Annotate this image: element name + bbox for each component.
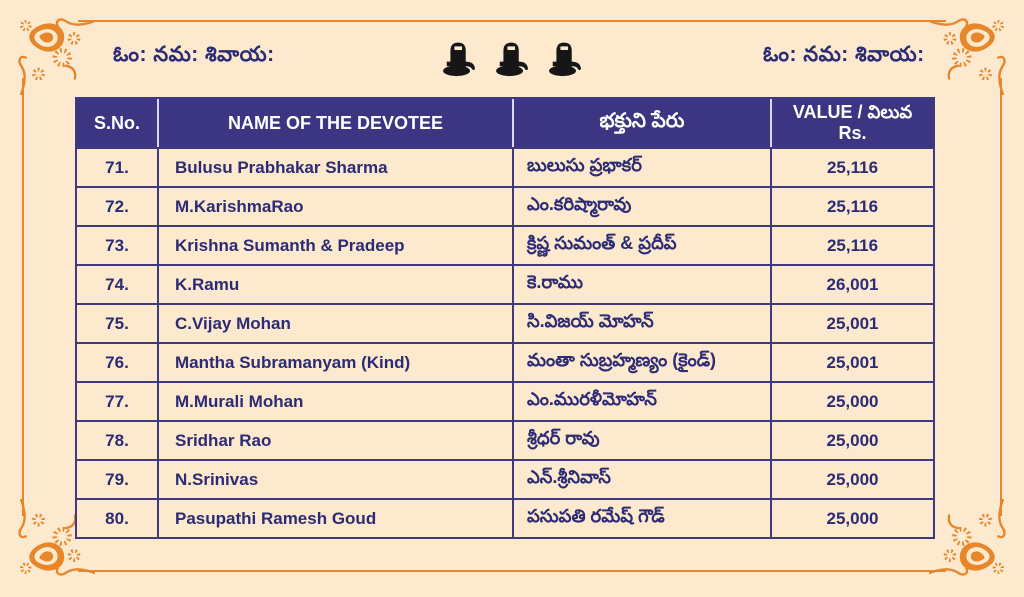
value-cell: 25,000 xyxy=(770,498,933,537)
devotee-name-cell: Pasupathi Ramesh Goud xyxy=(157,498,512,537)
value-cell: 26,001 xyxy=(770,264,933,303)
sno-cell: 74. xyxy=(77,264,157,303)
devotee-name-cell: Bulusu Prabhakar Sharma xyxy=(157,147,512,186)
devotee-name-cell: Sridhar Rao xyxy=(157,420,512,459)
corner-flourish-icon xyxy=(18,499,95,576)
devotee-name-telugu-cell: ఎం.కరిష్మారావు xyxy=(512,186,770,225)
value-cell: 25,000 xyxy=(770,420,933,459)
devotee-name-telugu-cell: ఎం.మురళీమోహన్ xyxy=(512,381,770,420)
devotee-name-telugu-cell: మంతా సుబ్రహ్మణ్యం (కైండ్) xyxy=(512,342,770,381)
column-header-value: VALUE / విలువ Rs. xyxy=(770,99,933,147)
value-cell: 25,001 xyxy=(770,342,933,381)
sno-cell: 79. xyxy=(77,459,157,498)
devotee-name-cell: M.KarishmaRao xyxy=(157,186,512,225)
devotee-name-telugu-cell: క్రిష్ణ సుమంత్ & ప్రదీప్ xyxy=(512,225,770,264)
decorative-border-frame xyxy=(22,20,1002,572)
sno-cell: 73. xyxy=(77,225,157,264)
sno-cell: 78. xyxy=(77,420,157,459)
column-header-sno: S.No. xyxy=(77,99,157,147)
devotee-name-cell: M.Murali Mohan xyxy=(157,381,512,420)
corner-flourish-icon xyxy=(929,499,1006,576)
sno-cell: 77. xyxy=(77,381,157,420)
devotee-name-telugu-cell: ఎన్.శ్రీనివాస్ xyxy=(512,459,770,498)
column-header-value-line1: VALUE / విలువ xyxy=(792,102,913,123)
devotee-name-cell: N.Srinivas xyxy=(157,459,512,498)
value-cell: 25,116 xyxy=(770,186,933,225)
corner-flourish-icon xyxy=(18,18,95,95)
value-cell: 25,116 xyxy=(770,225,933,264)
column-header-name: NAME OF THE DEVOTEE xyxy=(157,99,512,147)
column-header-value-line2: Rs. xyxy=(838,123,867,143)
sno-cell: 71. xyxy=(77,147,157,186)
devotee-table: S.No. NAME OF THE DEVOTEE భక్తుని పేరు V… xyxy=(75,97,935,539)
devotee-name-cell: Mantha Subramanyam (Kind) xyxy=(157,342,512,381)
shiva-lingam-icon xyxy=(496,42,528,77)
mantra-text-left: ఓం: నమ: శివాయ: xyxy=(113,43,275,66)
corner-flourish-icon xyxy=(929,18,1006,95)
value-cell: 25,001 xyxy=(770,303,933,342)
devotee-name-telugu-cell: శ్రీధర్ రావు xyxy=(512,420,770,459)
devotee-name-telugu-cell: బులుసు ప్రభాకర్ xyxy=(512,147,770,186)
devotee-name-cell: Krishna Sumanth & Pradeep xyxy=(157,225,512,264)
devotee-name-telugu-cell: సి.విజయ్ మోహన్ xyxy=(512,303,770,342)
devotee-name-cell: K.Ramu xyxy=(157,264,512,303)
value-cell: 25,000 xyxy=(770,381,933,420)
sno-cell: 75. xyxy=(77,303,157,342)
mantra-text-right: ఓం: నమ: శివాయ: xyxy=(763,43,925,66)
value-cell: 25,116 xyxy=(770,147,933,186)
devotee-name-telugu-cell: పసుపతి రమేష్ గౌడ్ xyxy=(512,498,770,537)
shiva-lingam-icon xyxy=(443,42,475,77)
sno-cell: 76. xyxy=(77,342,157,381)
shiva-lingam-icon xyxy=(549,42,581,77)
shiva-lingam-icon-group xyxy=(440,34,584,82)
devotee-name-cell: C.Vijay Mohan xyxy=(157,303,512,342)
devotee-name-telugu-cell: కె.రాము xyxy=(512,264,770,303)
value-cell: 25,000 xyxy=(770,459,933,498)
sno-cell: 72. xyxy=(77,186,157,225)
sno-cell: 80. xyxy=(77,498,157,537)
column-header-name-telugu: భక్తుని పేరు xyxy=(512,99,770,147)
